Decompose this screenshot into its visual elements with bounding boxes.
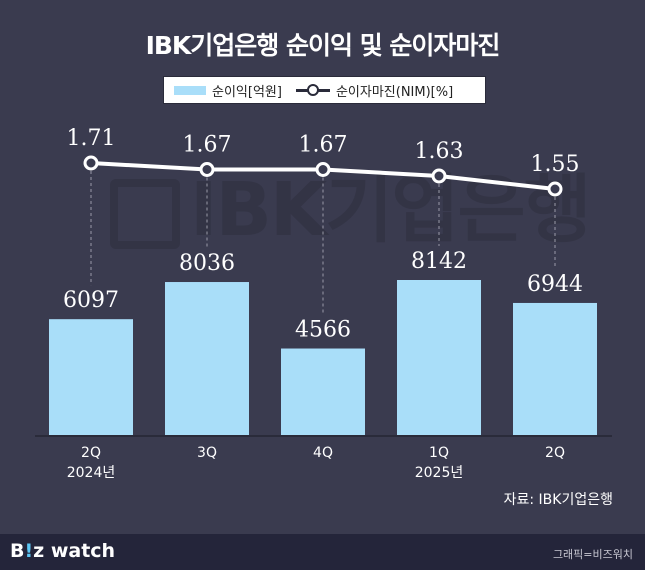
bar bbox=[281, 348, 365, 436]
nim-point bbox=[83, 155, 99, 171]
nim-point bbox=[431, 168, 447, 184]
bar bbox=[49, 319, 133, 436]
guide-lines bbox=[90, 171, 556, 315]
legend-bar-label: 순이익[억원] bbox=[212, 84, 282, 100]
nim-point bbox=[315, 162, 331, 177]
category-sublabel: 2024년 bbox=[67, 465, 116, 481]
legend-line-label: 순이자마진(NIM)[%] bbox=[335, 84, 454, 100]
nim-value-label: 1.67 bbox=[299, 133, 348, 158]
nim-point bbox=[199, 162, 215, 177]
category-label: 1Q bbox=[429, 445, 449, 461]
footer: B!z watch 그래픽=비즈워치 bbox=[0, 534, 645, 570]
bar-value-label: 6097 bbox=[63, 288, 119, 313]
bar bbox=[513, 302, 597, 436]
legend-item-bar: 순이익[억원] bbox=[164, 81, 282, 100]
bar-value-label: 8142 bbox=[411, 249, 467, 274]
nim-value-label: 1.55 bbox=[531, 152, 580, 177]
source-note: 자료: IBK기업은행 bbox=[503, 492, 613, 508]
bar bbox=[165, 282, 249, 436]
labels: 6097 2Q 2024년 8036 3Q 4566 4Q 8142 1Q 2025년 6944 2Q… bbox=[63, 126, 583, 481]
category-label: 2Q bbox=[545, 445, 565, 461]
chart-title: IBK기업은행 순이익 및 순이자마진 bbox=[145, 31, 501, 60]
legend: 순이익[억원] 순이자마진(NIM)[%] bbox=[163, 76, 486, 104]
brand-logo: B!z watch bbox=[10, 540, 116, 562]
chart-svg: 6097 2Q 2024년 8036 3Q 4566 4Q 8142 1Q 2025년 6944 2Q… bbox=[35, 126, 612, 481]
bar bbox=[397, 280, 481, 436]
category-label: 4Q bbox=[313, 445, 333, 461]
legend-bar-swatch bbox=[174, 85, 206, 95]
legend-line-swatch bbox=[295, 84, 330, 96]
bar-value-label: 8036 bbox=[179, 251, 235, 276]
legend-item-line: 순이자마진(NIM)[%] bbox=[282, 81, 453, 100]
nim-line bbox=[83, 155, 563, 197]
nim-value-label: 1.63 bbox=[415, 139, 464, 164]
nim-point bbox=[547, 181, 563, 197]
nim-value-label: 1.67 bbox=[183, 133, 232, 158]
category-label: 3Q bbox=[197, 445, 217, 461]
category-sublabel: 2025년 bbox=[415, 465, 464, 481]
bar-value-label: 4566 bbox=[295, 318, 351, 343]
bars bbox=[49, 280, 597, 436]
graphic-credit: 그래픽=비즈워치 bbox=[552, 548, 633, 561]
category-label: 2Q bbox=[81, 445, 101, 461]
bar-value-label: 6944 bbox=[527, 272, 583, 297]
nim-value-label: 1.71 bbox=[67, 126, 116, 151]
watermark-logo: IBK기업은행 bbox=[110, 150, 592, 257]
watermark-text: IBK기업은행 bbox=[190, 167, 592, 253]
